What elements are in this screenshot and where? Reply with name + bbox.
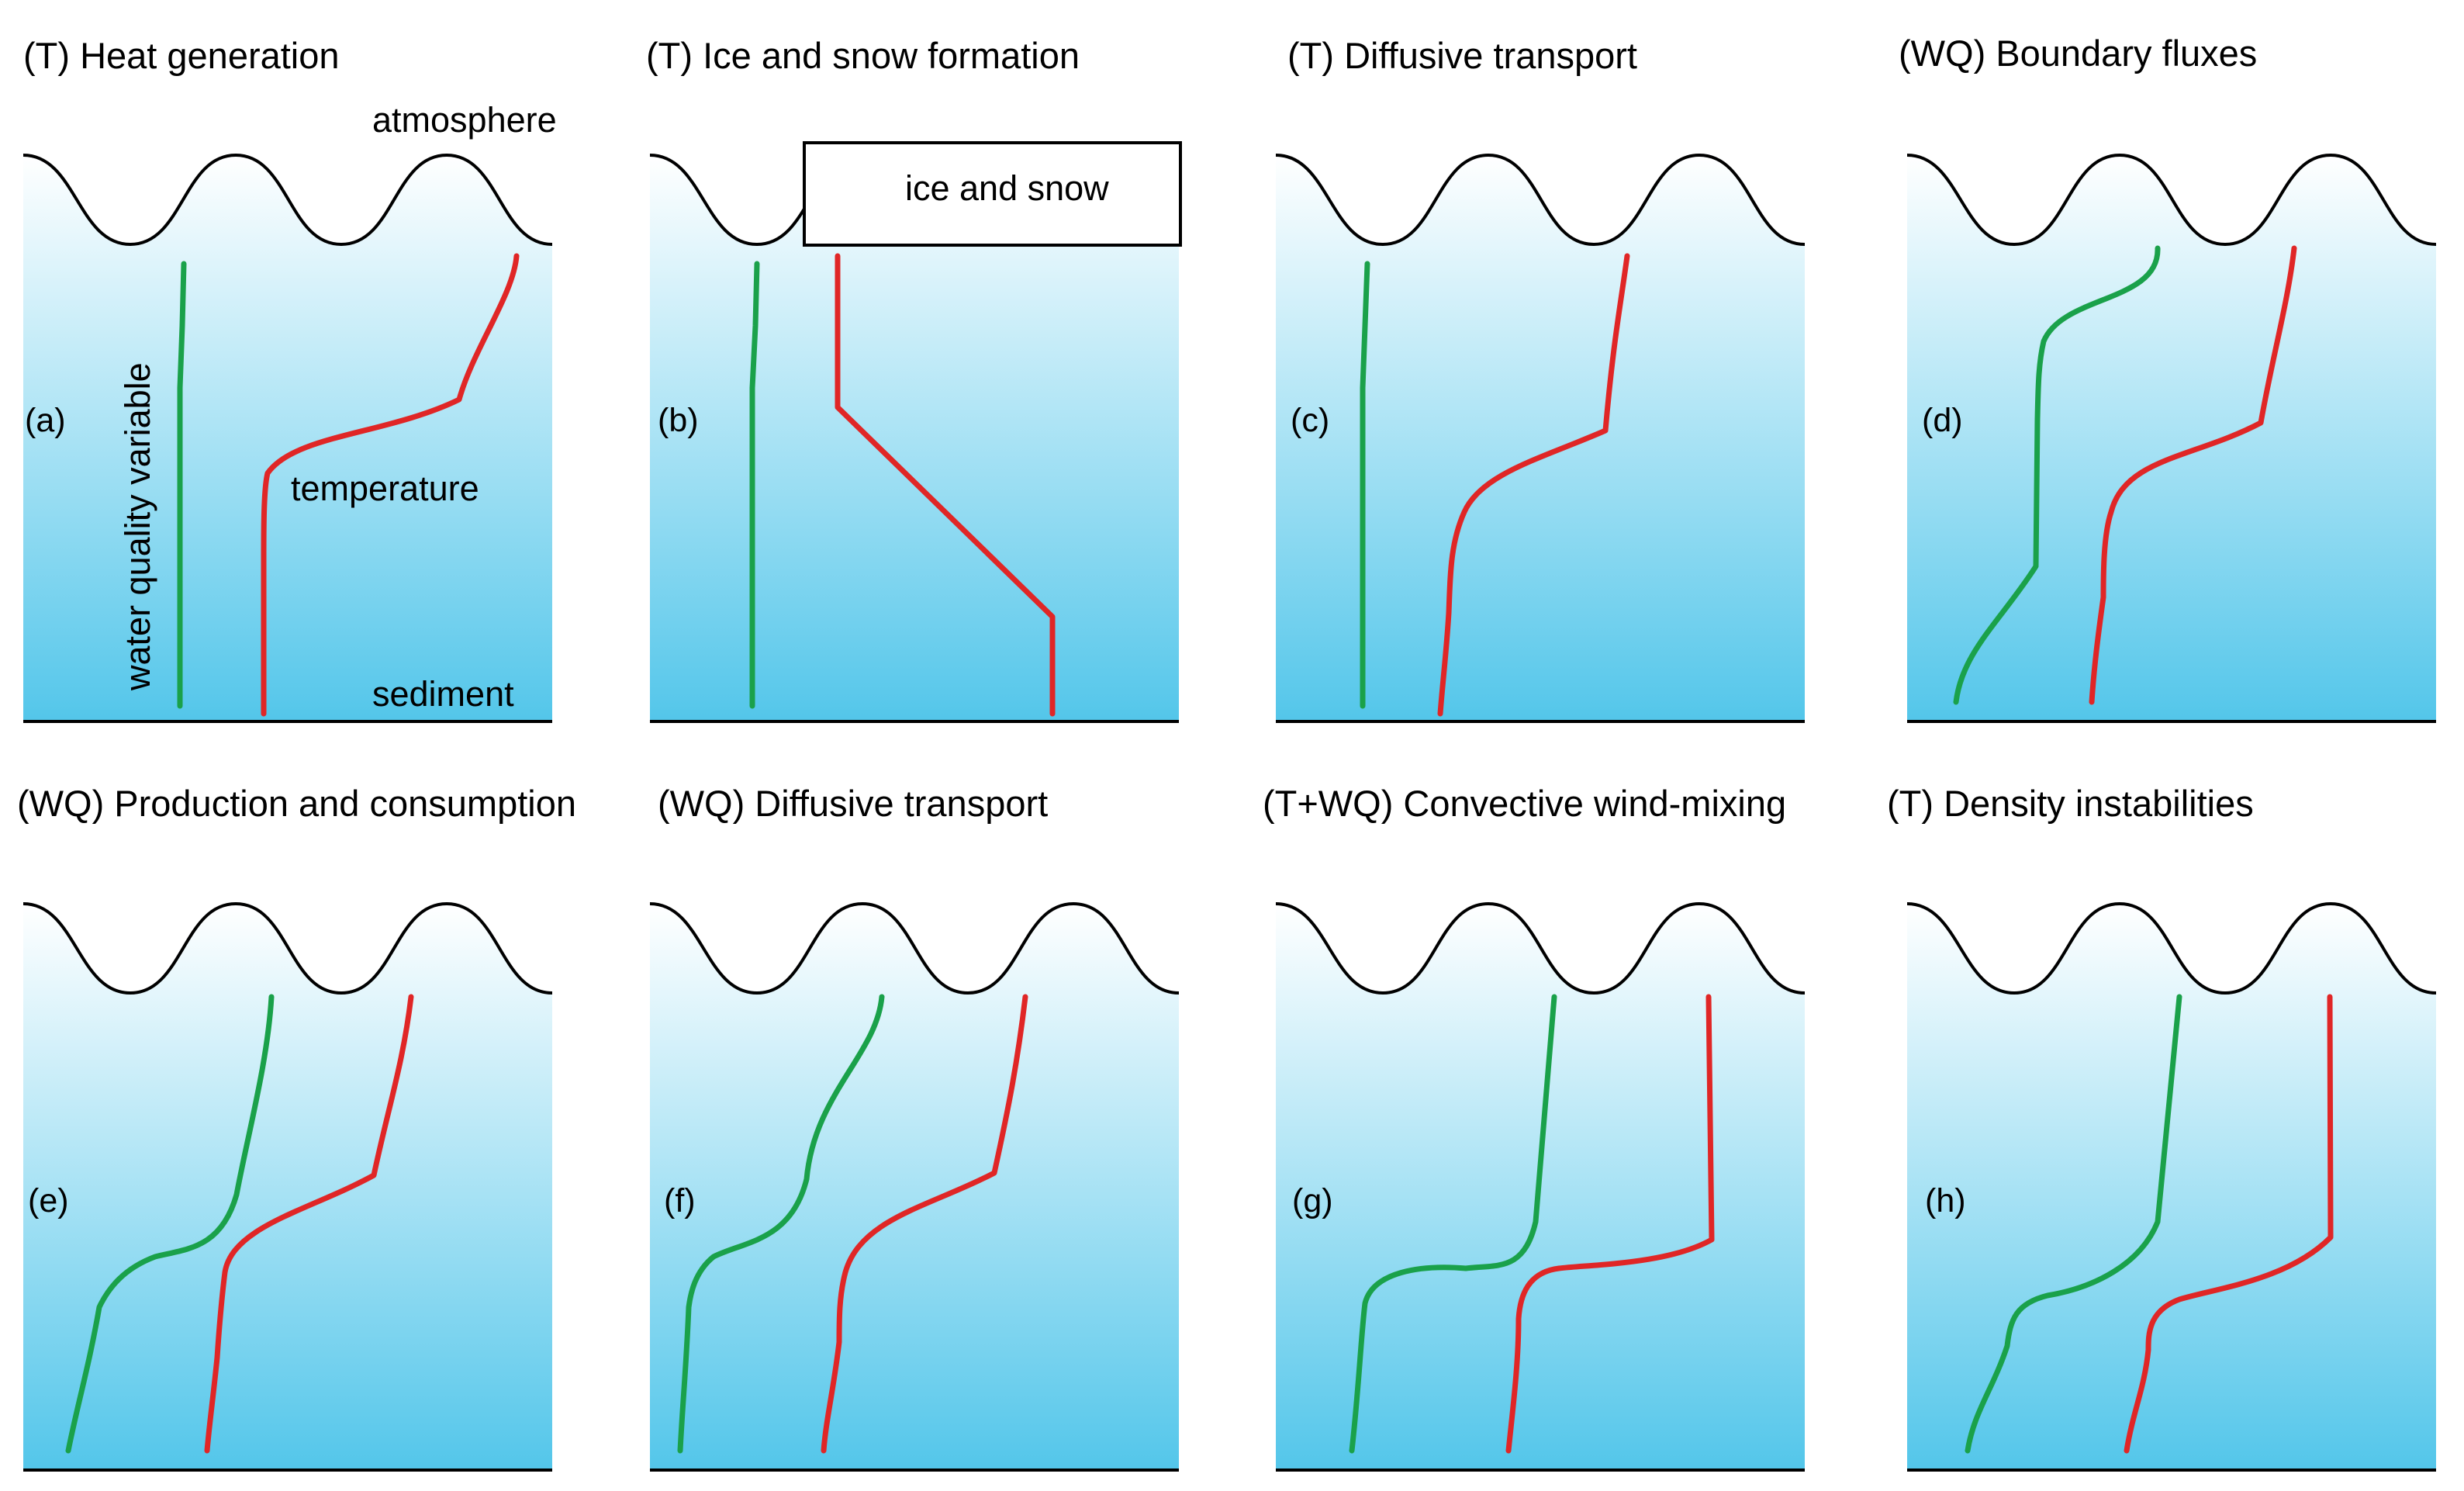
panel-h-label: (h) (1925, 1182, 1966, 1219)
water-body (23, 904, 552, 1470)
water-body (650, 904, 1179, 1470)
temperature-label: temperature (291, 469, 479, 508)
panel-a: (T) Heat generation (a) atmosphere tempe… (23, 35, 557, 721)
panel-g: (T+WQ) Convective wind-mixing (g) (1263, 783, 1805, 1470)
panel-c-title: (T) Diffusive transport (1287, 35, 1637, 76)
panel-f-label: (f) (664, 1182, 696, 1219)
panel-e: (WQ) Production and consumption (e) (17, 783, 576, 1470)
panel-a-label: (a) (25, 402, 66, 439)
panel-c-label: (c) (1291, 402, 1329, 439)
water-quality-variable-label: water quality variable (118, 362, 157, 691)
panel-f: (WQ) Diffusive transport (f) (650, 783, 1179, 1470)
water-body (23, 155, 552, 721)
panel-b: (T) Ice and snow formation ice and snow … (646, 35, 1180, 721)
panel-d-label: (d) (1922, 402, 1963, 439)
panel-a-title: (T) Heat generation (23, 35, 340, 76)
panel-e-label: (e) (28, 1182, 69, 1219)
panel-c: (T) Diffusive transport (c) (1276, 35, 1805, 721)
water-body (1907, 904, 2436, 1470)
panel-g-label: (g) (1292, 1182, 1333, 1219)
sediment-label: sediment (372, 674, 514, 714)
panel-d-title: (WQ) Boundary fluxes (1899, 33, 2257, 74)
atmosphere-label: atmosphere (372, 100, 557, 140)
panel-b-title: (T) Ice and snow formation (646, 35, 1080, 76)
water-body (1276, 155, 1805, 721)
panel-e-title: (WQ) Production and consumption (17, 783, 576, 824)
panel-g-title: (T+WQ) Convective wind-mixing (1263, 783, 1786, 824)
panel-h-title: (T) Density instabilities (1887, 783, 2254, 824)
panel-f-title: (WQ) Diffusive transport (658, 783, 1048, 824)
ice-and-snow-label: ice and snow (905, 168, 1109, 208)
panel-d: (WQ) Boundary fluxes (d) (1899, 33, 2436, 721)
panel-h: (T) Density instabilities (h) (1887, 783, 2436, 1470)
panel-b-label: (b) (658, 402, 699, 439)
